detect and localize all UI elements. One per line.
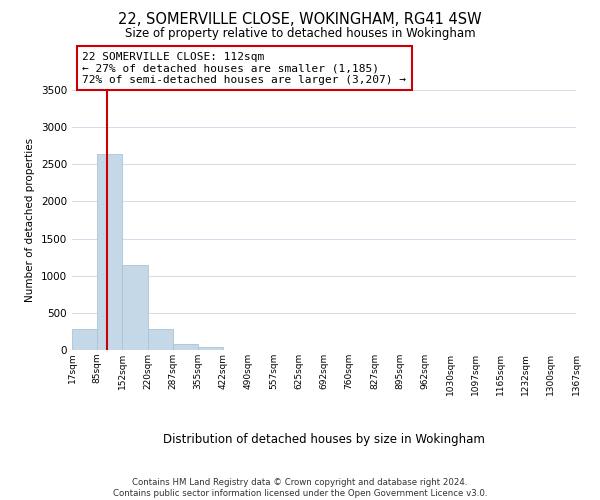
Text: 22, SOMERVILLE CLOSE, WOKINGHAM, RG41 4SW: 22, SOMERVILLE CLOSE, WOKINGHAM, RG41 4S… xyxy=(118,12,482,28)
Bar xyxy=(148,329,173,350)
Text: 22 SOMERVILLE CLOSE: 112sqm
← 27% of detached houses are smaller (1,185)
72% of : 22 SOMERVILLE CLOSE: 112sqm ← 27% of det… xyxy=(82,52,406,85)
Y-axis label: Number of detached properties: Number of detached properties xyxy=(25,138,35,302)
Bar xyxy=(97,154,122,350)
Bar xyxy=(122,266,148,350)
Bar xyxy=(72,329,97,350)
Text: Size of property relative to detached houses in Wokingham: Size of property relative to detached ho… xyxy=(125,28,475,40)
Text: Distribution of detached houses by size in Wokingham: Distribution of detached houses by size … xyxy=(163,432,485,446)
Text: Contains HM Land Registry data © Crown copyright and database right 2024.
Contai: Contains HM Land Registry data © Crown c… xyxy=(113,478,487,498)
Bar xyxy=(198,346,223,350)
Bar xyxy=(173,344,198,350)
